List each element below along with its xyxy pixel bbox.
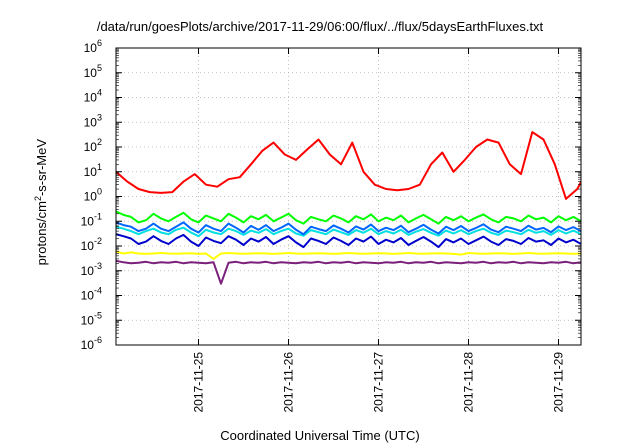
y-tick-label: 10-5 <box>81 310 102 327</box>
chart-series-group <box>116 131 581 285</box>
y-tick-label-base: 10 <box>81 264 95 278</box>
y-tick-label: 10-6 <box>81 335 102 352</box>
y-tick-label-base: 10 <box>81 313 95 327</box>
y-tick-label-exponent: -1 <box>94 211 102 221</box>
x-axis-ticks: 2017-11-25 2017-11-26 2017-11-27 2017-11-28… <box>192 48 566 413</box>
y-tick-label-base: 10 <box>81 214 95 228</box>
y-tick-label-base: 10 <box>84 140 98 154</box>
y-tick-label: 101 <box>84 162 102 179</box>
y-tick-label: 10-2 <box>81 236 102 253</box>
y-tick-label: 100 <box>84 187 102 204</box>
y-axis-label-rest: -s-sr-MeV <box>34 138 50 197</box>
y-tick-label-exponent: 1 <box>97 162 102 172</box>
series-line-4 <box>116 233 581 249</box>
series-line-6 <box>116 259 581 285</box>
y-tick-label-exponent: 5 <box>97 63 102 73</box>
y-tick-label-exponent: -5 <box>94 310 102 320</box>
series-line-5 <box>116 250 581 260</box>
y-tick-label-exponent: 0 <box>97 187 102 197</box>
series-line-2 <box>116 225 581 238</box>
y-tick-label-base: 10 <box>81 338 95 352</box>
series-line-1 <box>116 210 581 225</box>
y-tick-label: 103 <box>84 112 102 129</box>
y-tick-label-base: 10 <box>84 190 98 204</box>
y-tick-label-exponent: -4 <box>94 286 102 296</box>
y-tick-label-base: 10 <box>84 91 98 105</box>
y-tick-label-exponent: 4 <box>97 88 102 98</box>
y-axis-label: protons/cm2-s-sr-MeV <box>33 82 49 322</box>
y-tick-label: 10-3 <box>81 261 102 278</box>
y-tick-label-base: 10 <box>81 239 95 253</box>
x-tick-label: 2017-11-29 <box>552 352 566 413</box>
x-tick-label: 2017-11-27 <box>372 352 386 413</box>
y-tick-label-base: 10 <box>84 165 98 179</box>
y-tick-label-base: 10 <box>84 66 98 80</box>
y-tick-label-base: 10 <box>81 289 95 303</box>
x-tick-label: 2017-11-26 <box>282 352 296 413</box>
y-tick-label-exponent: -3 <box>94 261 102 271</box>
x-axis-label: Coordinated Universal Time (UTC) <box>220 428 420 443</box>
x-tick-label: 2017-11-28 <box>462 352 476 413</box>
y-tick-label-exponent: -2 <box>94 236 102 246</box>
y-axis-label-exponent: 2 <box>32 196 43 202</box>
chart-grid <box>116 48 581 345</box>
series-line-3 <box>116 221 581 236</box>
y-tick-label: 10-1 <box>81 211 102 228</box>
y-axis-label-base: protons/cm <box>34 201 50 266</box>
y-tick-label: 104 <box>84 88 102 105</box>
y-tick-label: 102 <box>84 137 102 154</box>
y-tick-label-exponent: -6 <box>94 335 102 345</box>
y-tick-label-exponent: 6 <box>97 38 102 48</box>
y-tick-label: 10-4 <box>81 286 102 303</box>
y-tick-label-exponent: 3 <box>97 112 102 122</box>
y-tick-label: 106 <box>84 38 102 55</box>
x-tick-label: 2017-11-25 <box>192 352 206 413</box>
y-tick-label-base: 10 <box>84 41 98 55</box>
y-tick-label-exponent: 2 <box>97 137 102 147</box>
y-tick-label-base: 10 <box>84 115 98 129</box>
series-line-0 <box>116 131 581 200</box>
chart-title: /data/run/goesPlots/archive/2017-11-29/0… <box>96 19 544 34</box>
y-axis-ticks: 10-610-510-410-310-210-11001011021031041… <box>81 38 581 352</box>
y-tick-label: 105 <box>84 63 102 80</box>
